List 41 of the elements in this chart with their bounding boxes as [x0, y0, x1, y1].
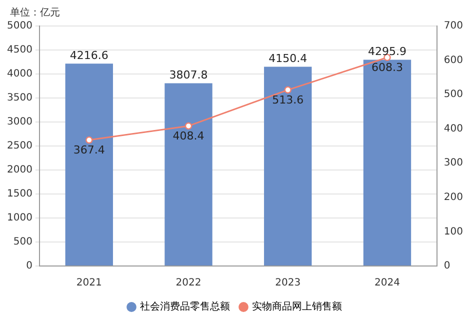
- point: [284, 86, 292, 94]
- y-tick-label: 4000: [6, 68, 32, 80]
- data-label: 608.3: [371, 60, 403, 74]
- bar: [363, 60, 412, 266]
- y-tick-label: 0: [26, 260, 32, 272]
- point: [86, 136, 93, 144]
- y2-tick-label: 0: [444, 260, 450, 272]
- y-tick-label: 1500: [6, 188, 32, 200]
- data-label: 513.6: [272, 93, 304, 106]
- x-tick-label: 2022: [176, 278, 202, 289]
- data-label: 3807.8: [169, 68, 208, 82]
- y2-tick-label: 500: [444, 89, 464, 100]
- y-tick-label: 5000: [6, 20, 32, 32]
- x-tick-label: 2023: [275, 278, 301, 289]
- data-label: 4150.4: [268, 52, 308, 66]
- y-tick-label: 2000: [6, 164, 32, 176]
- legend-label: 实物商品网上销售额: [252, 300, 342, 313]
- bar: [264, 66, 312, 266]
- y-tick-label: 500: [13, 236, 32, 248]
- y2-tick-label: 700: [444, 20, 464, 32]
- data-label: 4216.6: [70, 48, 108, 62]
- legend-label: 社会消费品零售总额: [140, 300, 230, 313]
- y-axis-title: 单位：亿元: [10, 6, 60, 19]
- point: [184, 122, 192, 130]
- y2-tick-label: 400: [444, 123, 464, 134]
- x-tick-label: 2021: [76, 278, 102, 289]
- data-label: 408.4: [172, 129, 204, 142]
- y-tick-label: 2500: [6, 140, 32, 152]
- y2-tick-label: 600: [444, 54, 464, 66]
- y-tick-label: 3500: [6, 92, 32, 104]
- data-label: 367.4: [73, 143, 105, 156]
- y2-tick-label: 200: [444, 192, 464, 204]
- x-tick-label: 2024: [374, 278, 400, 289]
- bar: [65, 64, 113, 266]
- data-label: 4295.9: [368, 45, 406, 58]
- y-tick-label: 1000: [6, 212, 32, 224]
- y2-tick-label: 100: [444, 226, 464, 238]
- y-tick-label: 3000: [6, 116, 32, 128]
- bar: [164, 83, 212, 266]
- y2-tick-label: 300: [444, 158, 464, 169]
- y-tick-label: 4500: [6, 44, 32, 56]
